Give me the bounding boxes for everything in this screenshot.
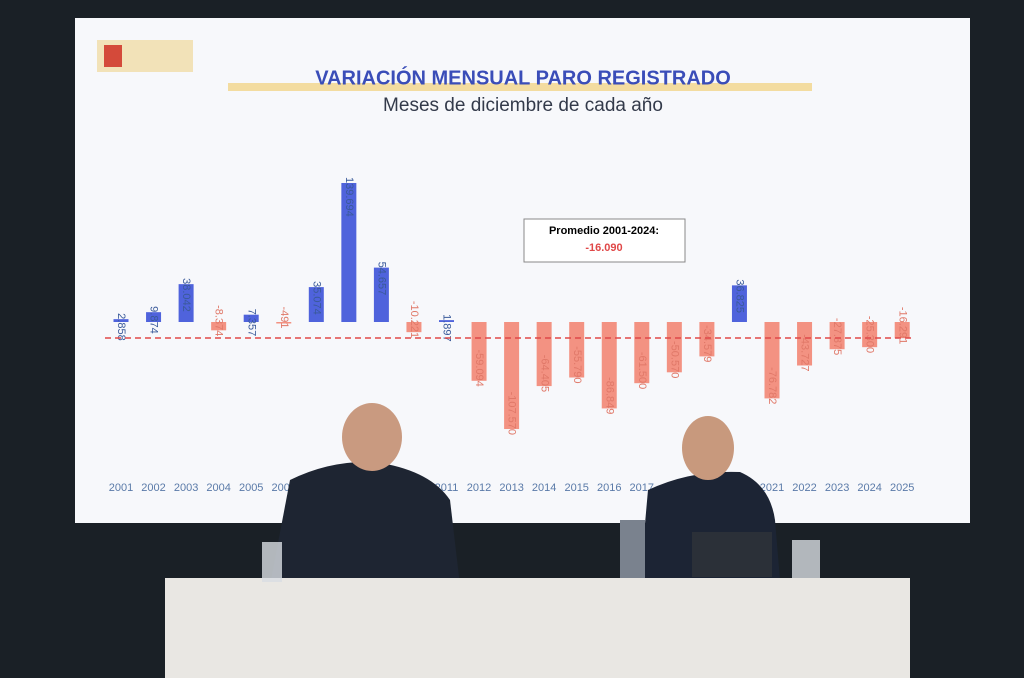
data-label: -34.579 <box>701 325 713 362</box>
data-label: -16.291 <box>896 307 908 344</box>
data-label: -59.094 <box>473 349 485 386</box>
bar <box>211 322 227 331</box>
data-label: 1.897 <box>441 314 453 342</box>
chart-title: VARIACIÓN MENSUAL PARO REGISTRADO <box>315 65 731 89</box>
bar <box>894 322 910 339</box>
data-label: 9.874 <box>148 306 160 334</box>
data-label: -50.570 <box>668 341 680 378</box>
bar <box>764 322 780 399</box>
tablet <box>692 532 772 577</box>
bar <box>797 322 813 366</box>
x-tick-label: 2014 <box>532 482 556 494</box>
x-tick-label: 2024 <box>857 482 881 494</box>
bar <box>308 287 324 322</box>
bar <box>341 183 357 322</box>
data-label: -107.570 <box>506 392 518 435</box>
x-tick-label: 2002 <box>141 482 165 494</box>
x-tick-label: 2004 <box>206 482 230 494</box>
glass <box>262 542 282 582</box>
bar <box>178 284 194 322</box>
bar <box>829 322 845 350</box>
bar <box>504 322 520 430</box>
data-label: 139.694 <box>343 177 355 217</box>
bar <box>439 320 454 322</box>
bar <box>699 322 715 357</box>
bar <box>373 267 389 322</box>
table <box>165 578 910 678</box>
x-tick-label: 2013 <box>499 482 523 494</box>
data-label: 2.858 <box>115 313 127 341</box>
x-tick-label: 2005 <box>239 482 263 494</box>
data-label: -55.790 <box>571 346 583 383</box>
title-underline <box>228 83 812 91</box>
chart-subtitle: Meses de diciembre de cada año <box>383 95 663 116</box>
logo-emblem <box>104 45 122 67</box>
x-tick-label: 2022 <box>792 482 816 494</box>
x-tick-label: 2015 <box>564 482 588 494</box>
chair <box>620 520 645 580</box>
data-label: -76.782 <box>766 367 778 404</box>
annotation-box <box>523 218 686 263</box>
bar <box>731 285 747 322</box>
data-label: 35.074 <box>310 281 322 315</box>
data-label: 36.825 <box>734 279 746 313</box>
person-right-head <box>682 416 734 480</box>
data-label: 7.357 <box>245 309 257 337</box>
data-label: -25.300 <box>864 316 876 353</box>
bar <box>569 322 585 378</box>
x-tick-label: 2025 <box>890 482 914 494</box>
data-label: 38.042 <box>180 278 192 312</box>
bar <box>113 319 129 322</box>
person-left-head <box>342 403 402 471</box>
data-label: -43.727 <box>799 334 811 371</box>
screen <box>75 18 970 523</box>
data-label: -491 <box>278 306 290 328</box>
x-tick-label: 2012 <box>467 482 491 494</box>
bar <box>406 322 422 333</box>
x-tick-label: 2001 <box>109 482 133 494</box>
person-left <box>270 461 460 585</box>
bar <box>666 322 682 373</box>
bar <box>243 314 259 322</box>
x-tick-label: 2023 <box>825 482 849 494</box>
x-tick-label: 2021 <box>760 482 784 494</box>
data-label: -86.849 <box>603 377 615 414</box>
annotation-value: -16.090 <box>585 242 622 254</box>
data-label: -64.405 <box>538 355 550 392</box>
bar <box>601 322 617 409</box>
data-label: -10.221 <box>408 301 420 338</box>
x-tick-label: 2016 <box>597 482 621 494</box>
bar <box>471 322 487 381</box>
data-label: -61.500 <box>636 352 648 389</box>
data-label: -8.374 <box>213 305 225 336</box>
bar <box>862 322 878 348</box>
x-tick-label: 2003 <box>174 482 198 494</box>
data-label: 54.657 <box>375 262 387 296</box>
bar <box>146 312 162 322</box>
annotation-text: Promedio 2001-2024: <box>549 225 659 237</box>
bar <box>276 322 292 324</box>
data-label: -27.375 <box>831 318 843 355</box>
jug <box>792 540 820 578</box>
